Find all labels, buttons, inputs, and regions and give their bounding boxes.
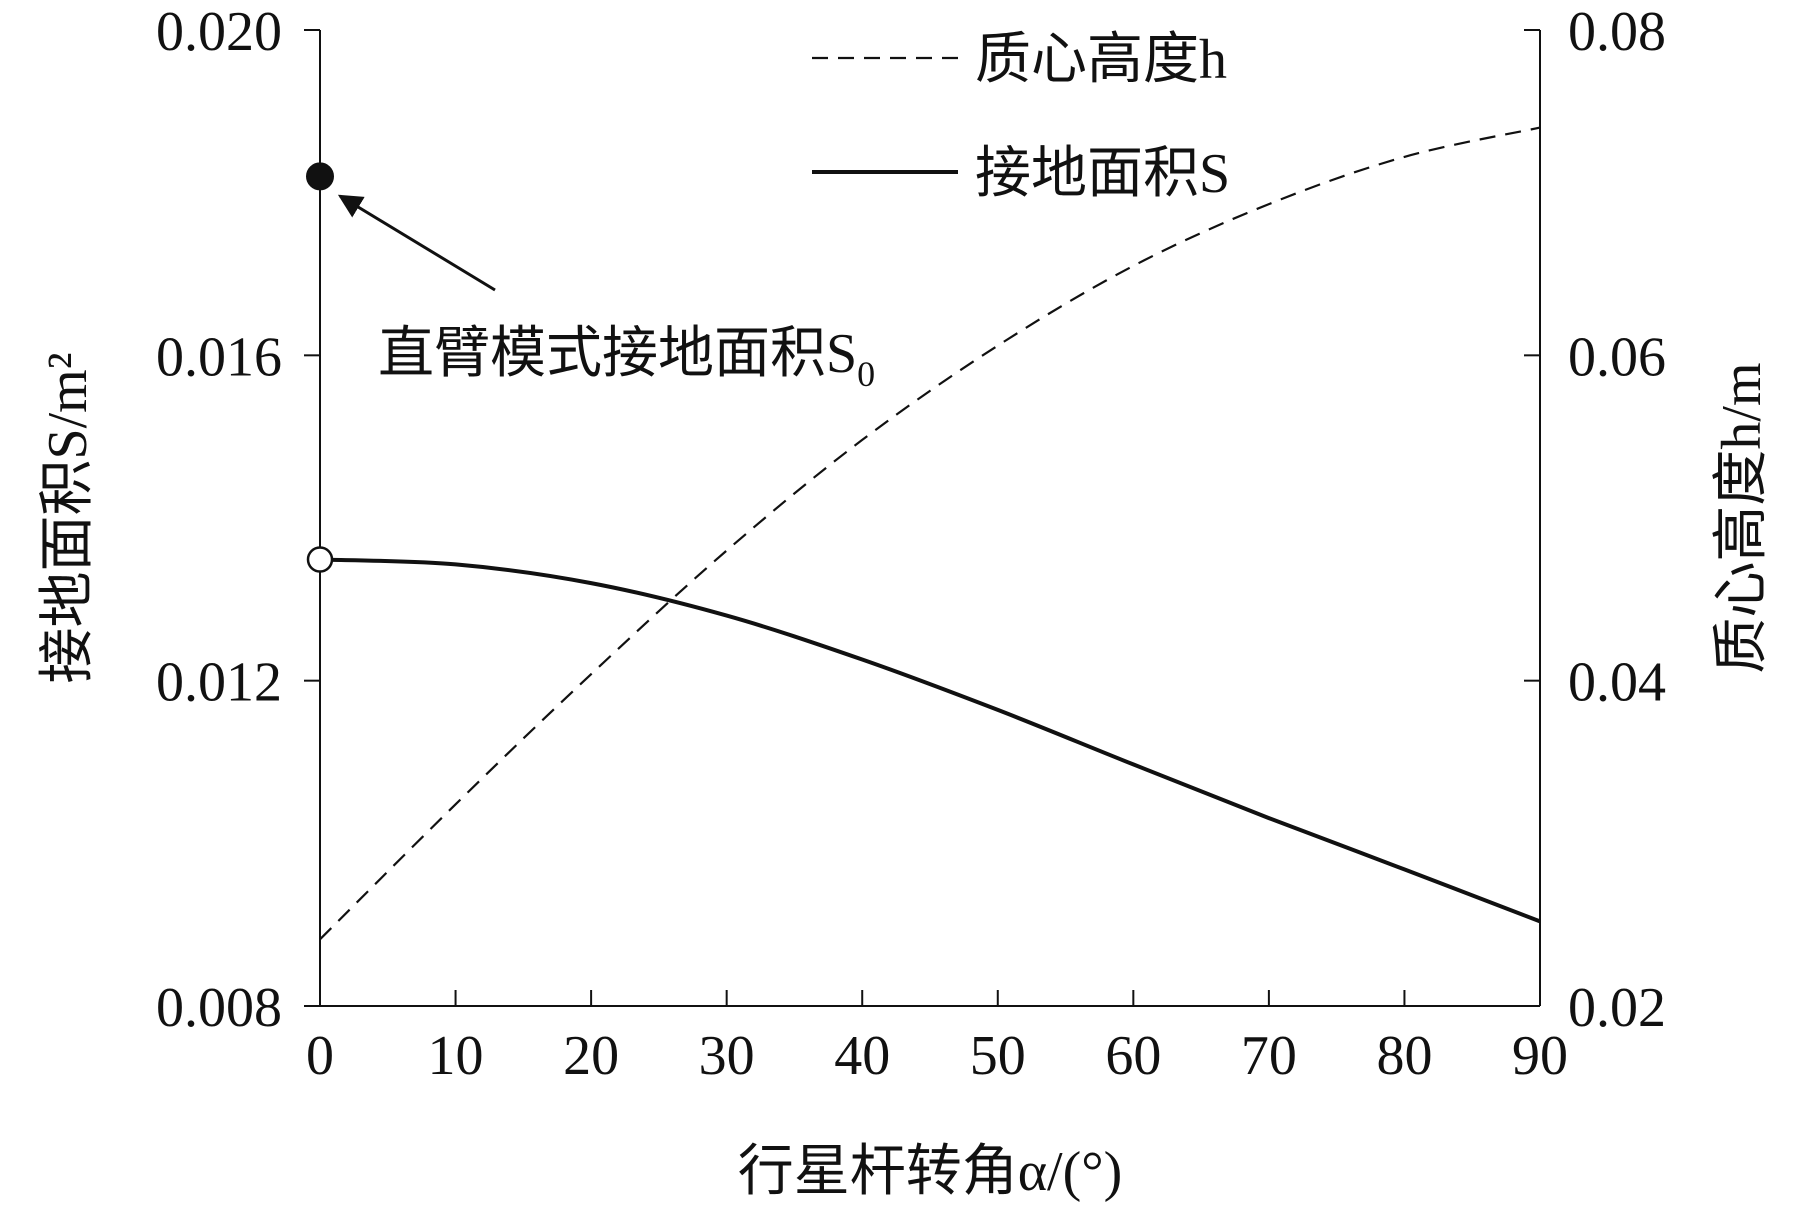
x-axis-title: 行星杆转角α/(°)	[738, 1141, 1123, 1203]
right-y-tick-label: 0.06	[1568, 326, 1666, 388]
right-y-tick-label: 0.08	[1568, 1, 1666, 63]
x-axis-ticks: 0 10 20 30 40 50 60 70 80 90	[306, 990, 1568, 1087]
right-y-tick-label: 0.02	[1568, 977, 1666, 1039]
annotation-arrow	[337, 194, 496, 292]
x-tick-label: 70	[1241, 1025, 1297, 1087]
left-y-axis-title: 接地面积S/m²	[37, 352, 99, 683]
x-tick-label: 40	[834, 1025, 890, 1087]
left-y-tick-label: 0.016	[156, 326, 282, 388]
x-tick-label: 20	[563, 1025, 619, 1087]
left-y-axis-ticks: 0.008 0.012 0.016 0.020	[156, 1, 320, 1039]
contact-area-start-marker	[306, 546, 334, 573]
legend: 质心高度h 接地面积S	[812, 29, 1230, 205]
legend-label-height: 质心高度h	[975, 29, 1227, 91]
right-y-axis-title: 质心高度h/m	[1711, 362, 1773, 673]
left-y-tick-label: 0.012	[156, 652, 282, 714]
right-y-axis-ticks: 0.02 0.04 0.06 0.08	[1524, 1, 1666, 1039]
x-tick-label: 80	[1376, 1025, 1432, 1087]
x-tick-label: 10	[428, 1025, 484, 1087]
left-y-tick-label: 0.020	[156, 1, 282, 63]
left-y-tick-label: 0.008	[156, 977, 282, 1039]
x-tick-label: 60	[1105, 1025, 1161, 1087]
x-tick-label: 30	[699, 1025, 755, 1087]
series-line-center-of-mass-height	[319, 126, 1541, 941]
right-y-tick-label: 0.04	[1568, 652, 1666, 714]
x-tick-label: 90	[1512, 1025, 1568, 1087]
legend-label-area: 接地面积S	[975, 143, 1230, 205]
annotation-label: 直臂模式接地面积S0	[378, 323, 875, 394]
straight-arm-contact-area-marker	[306, 162, 334, 191]
series-line-contact-area	[319, 557, 1541, 924]
x-tick-label: 50	[970, 1025, 1026, 1087]
x-tick-label: 0	[306, 1025, 334, 1087]
